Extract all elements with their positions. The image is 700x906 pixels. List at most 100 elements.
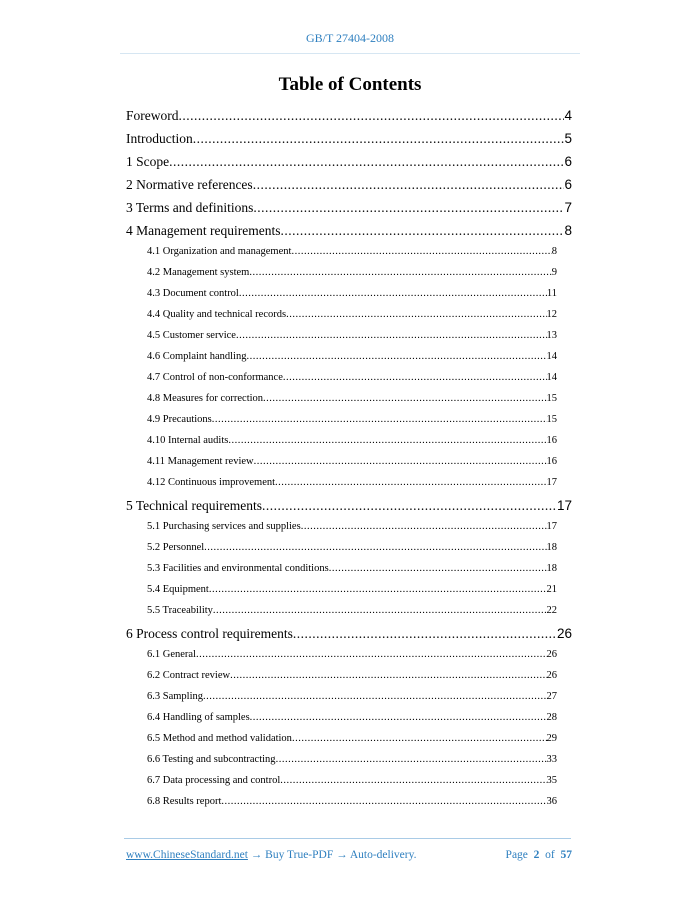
- toc-entry[interactable]: 6.2 Contract review 26: [147, 670, 557, 691]
- toc-entry-label: Foreword: [126, 108, 179, 123]
- leader-dots: [213, 605, 547, 616]
- toc-entry-label: 5.5 Traceability: [147, 605, 213, 616]
- toc-entry[interactable]: 5 Technical requirements 17: [126, 498, 572, 521]
- toc-entry[interactable]: 1 Scope 6: [126, 154, 572, 177]
- leader-dots: [293, 626, 557, 642]
- leader-dots: [246, 351, 546, 362]
- toc-entry-label: 5.4 Equipment: [147, 584, 209, 595]
- toc-entry-page: 13: [546, 330, 558, 341]
- website-link[interactable]: www.ChineseStandard.net: [126, 849, 248, 861]
- toc-entry-page: 22: [546, 605, 558, 616]
- toc-entry-label: 4.7 Control of non-conformance: [147, 372, 283, 383]
- footer-promo: www.ChineseStandard.net → Buy True-PDF →…: [126, 849, 416, 861]
- toc-entry[interactable]: 5.4 Equipment 21: [147, 584, 557, 605]
- table-of-contents: Foreword4Introduction51 Scope62 Normativ…: [126, 108, 572, 817]
- toc-entry-label: 4.1 Organization and management: [147, 246, 292, 257]
- toc-entry-page: 8: [551, 246, 557, 257]
- leader-dots: [179, 108, 565, 124]
- toc-entry-label: 4.10 Internal audits: [147, 435, 229, 446]
- toc-entry-label: 6.4 Handling of samples: [147, 712, 250, 723]
- toc-entry[interactable]: 6.1 General 26: [147, 649, 557, 670]
- toc-entry[interactable]: 6.5 Method and method validation 29: [147, 733, 557, 754]
- toc-entry-label: 4.3 Document control: [147, 288, 239, 299]
- leader-dots: [262, 498, 557, 514]
- leader-dots: [280, 775, 546, 786]
- leader-dots: [239, 288, 547, 299]
- toc-entry-page: 35: [546, 775, 558, 786]
- toc-entry-label: 3 Terms and definitions: [126, 200, 254, 215]
- page-footer: www.ChineseStandard.net → Buy True-PDF →…: [126, 849, 572, 861]
- toc-entry[interactable]: 6.4 Handling of samples 28: [147, 712, 557, 733]
- toc-entry-label: 2 Normative references: [126, 177, 253, 192]
- toc-entry-label: 4.6 Complaint handling: [147, 351, 247, 362]
- toc-entry[interactable]: 4.7 Control of non-conformance 14: [147, 372, 557, 393]
- toc-entry[interactable]: 3 Terms and definitions 7: [126, 200, 572, 223]
- leader-dots: [254, 456, 547, 467]
- toc-entry-label: 4.2 Management system: [147, 267, 250, 278]
- toc-entry-page: 6: [564, 154, 572, 169]
- toc-entry-label: 5.1 Purchasing services and supplies: [147, 521, 301, 532]
- toc-entry[interactable]: 5.3 Facilities and environmental conditi…: [147, 563, 557, 584]
- toc-entry-page: 16: [546, 456, 558, 467]
- toc-entry-page: 26: [556, 626, 572, 641]
- toc-entry[interactable]: 6 Process control requirements 26: [126, 626, 572, 649]
- toc-entry-page: 7: [564, 200, 572, 215]
- toc-entry[interactable]: 5.2 Personnel 18: [147, 542, 557, 563]
- toc-entry-label: 4.4 Quality and technical records: [147, 309, 287, 320]
- leader-dots: [291, 246, 551, 257]
- toc-entry-page: 18: [546, 542, 558, 553]
- toc-entry[interactable]: 6.7 Data processing and control 35: [147, 775, 557, 796]
- toc-entry[interactable]: 4.10 Internal audits 16: [147, 435, 557, 456]
- leader-dots: [253, 200, 564, 216]
- of-label: of: [545, 849, 555, 861]
- toc-entry-page: 14: [546, 372, 558, 383]
- toc-entry[interactable]: 6.6 Testing and subcontracting 33: [147, 754, 557, 775]
- toc-entry[interactable]: 2 Normative references 6: [126, 177, 572, 200]
- running-header: GB/T 27404-2008: [305, 31, 395, 45]
- leader-dots: [236, 330, 547, 341]
- toc-entry-label: 6.8 Results report: [147, 796, 222, 807]
- toc-entry[interactable]: 4.11 Management review 16: [147, 456, 557, 477]
- leader-dots: [212, 414, 547, 425]
- toc-entry-label: 4.5 Customer service: [147, 330, 236, 341]
- toc-entry-label: 6.1 General: [147, 649, 196, 660]
- toc-entry[interactable]: Introduction 5: [126, 131, 572, 154]
- leader-dots: [221, 796, 546, 807]
- toc-entry[interactable]: 5.5 Traceability 22: [147, 605, 557, 626]
- toc-entry-page: 5: [564, 131, 572, 146]
- toc-entry[interactable]: 4.1 Organization and management 8: [147, 246, 557, 267]
- toc-entry[interactable]: 4 Management requirements 8: [126, 223, 572, 246]
- toc-entry[interactable]: 4.12 Continuous improvement 17: [147, 477, 557, 498]
- toc-entry[interactable]: Foreword 4: [126, 108, 572, 131]
- leader-dots: [230, 670, 546, 681]
- toc-entry-label: 6.6 Testing and subcontracting: [147, 754, 276, 765]
- leader-dots: [193, 131, 565, 147]
- toc-entry-page: 12: [546, 309, 558, 320]
- toc-entry[interactable]: 4.8 Measures for correction 15: [147, 393, 557, 414]
- toc-entry-page: 18: [546, 563, 558, 574]
- toc-entry-label: 6.3 Sampling: [147, 691, 204, 702]
- toc-entry-label: 6 Process control requirements: [126, 626, 293, 641]
- toc-entry[interactable]: 5.1 Purchasing services and supplies 17: [147, 521, 557, 542]
- toc-entry[interactable]: 4.6 Complaint handling 14: [147, 351, 557, 372]
- toc-entry[interactable]: 4.2 Management system 9: [147, 267, 557, 288]
- toc-entry-page: 14: [546, 351, 558, 362]
- toc-entry[interactable]: 4.9 Precautions 15: [147, 414, 557, 435]
- toc-entry-page: 9: [551, 267, 557, 278]
- toc-entry-page: 11: [546, 288, 557, 299]
- toc-entry[interactable]: 6.3 Sampling 27: [147, 691, 557, 712]
- toc-entry-page: 29: [546, 733, 558, 744]
- toc-entry[interactable]: 4.3 Document control 11: [147, 288, 557, 309]
- toc-entry-page: 8: [564, 223, 572, 238]
- toc-entry-page: 17: [556, 498, 572, 513]
- toc-entry[interactable]: 4.4 Quality and technical records 12: [147, 309, 557, 330]
- toc-entry-page: 15: [546, 414, 558, 425]
- toc-entry-page: 33: [546, 754, 558, 765]
- toc-entry[interactable]: 4.5 Customer service 13: [147, 330, 557, 351]
- leader-dots: [253, 177, 565, 193]
- promo-text: → Buy True-PDF → Auto-delivery.: [247, 849, 417, 861]
- toc-entry-page: 26: [546, 649, 558, 660]
- leader-dots: [329, 563, 547, 574]
- toc-entry[interactable]: 6.8 Results report 36: [147, 796, 557, 817]
- leader-dots: [228, 435, 546, 446]
